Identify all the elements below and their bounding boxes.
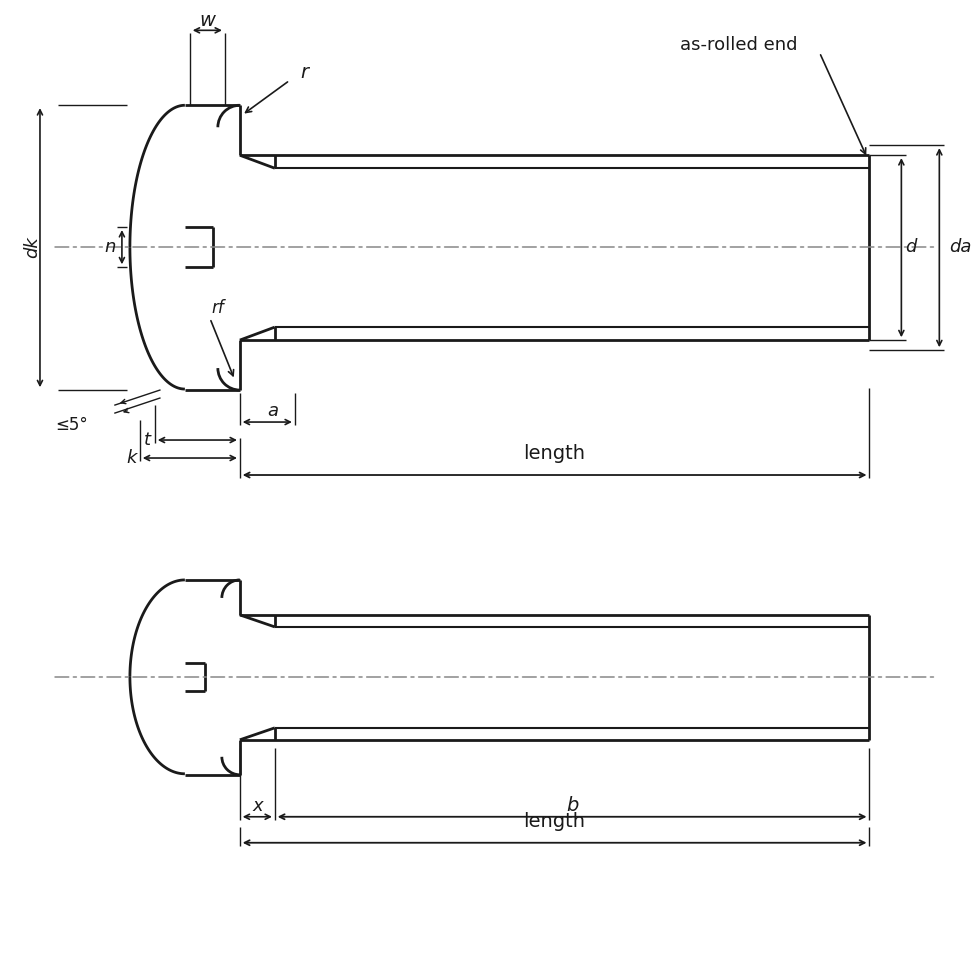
Text: dk: dk (23, 236, 41, 258)
Text: d: d (906, 238, 917, 256)
Text: t: t (143, 431, 150, 449)
Text: k: k (127, 449, 137, 467)
Text: as-rolled end: as-rolled end (680, 36, 797, 54)
Text: length: length (524, 444, 586, 463)
Text: n: n (104, 238, 116, 256)
Text: r: r (300, 63, 309, 82)
Text: b: b (566, 796, 578, 815)
Text: w: w (199, 11, 215, 30)
Text: x: x (252, 797, 262, 814)
Text: ≤5°: ≤5° (56, 416, 89, 434)
Text: a: a (267, 402, 278, 420)
Text: da: da (950, 238, 972, 256)
Text: length: length (524, 811, 586, 831)
Text: rf: rf (212, 299, 224, 317)
